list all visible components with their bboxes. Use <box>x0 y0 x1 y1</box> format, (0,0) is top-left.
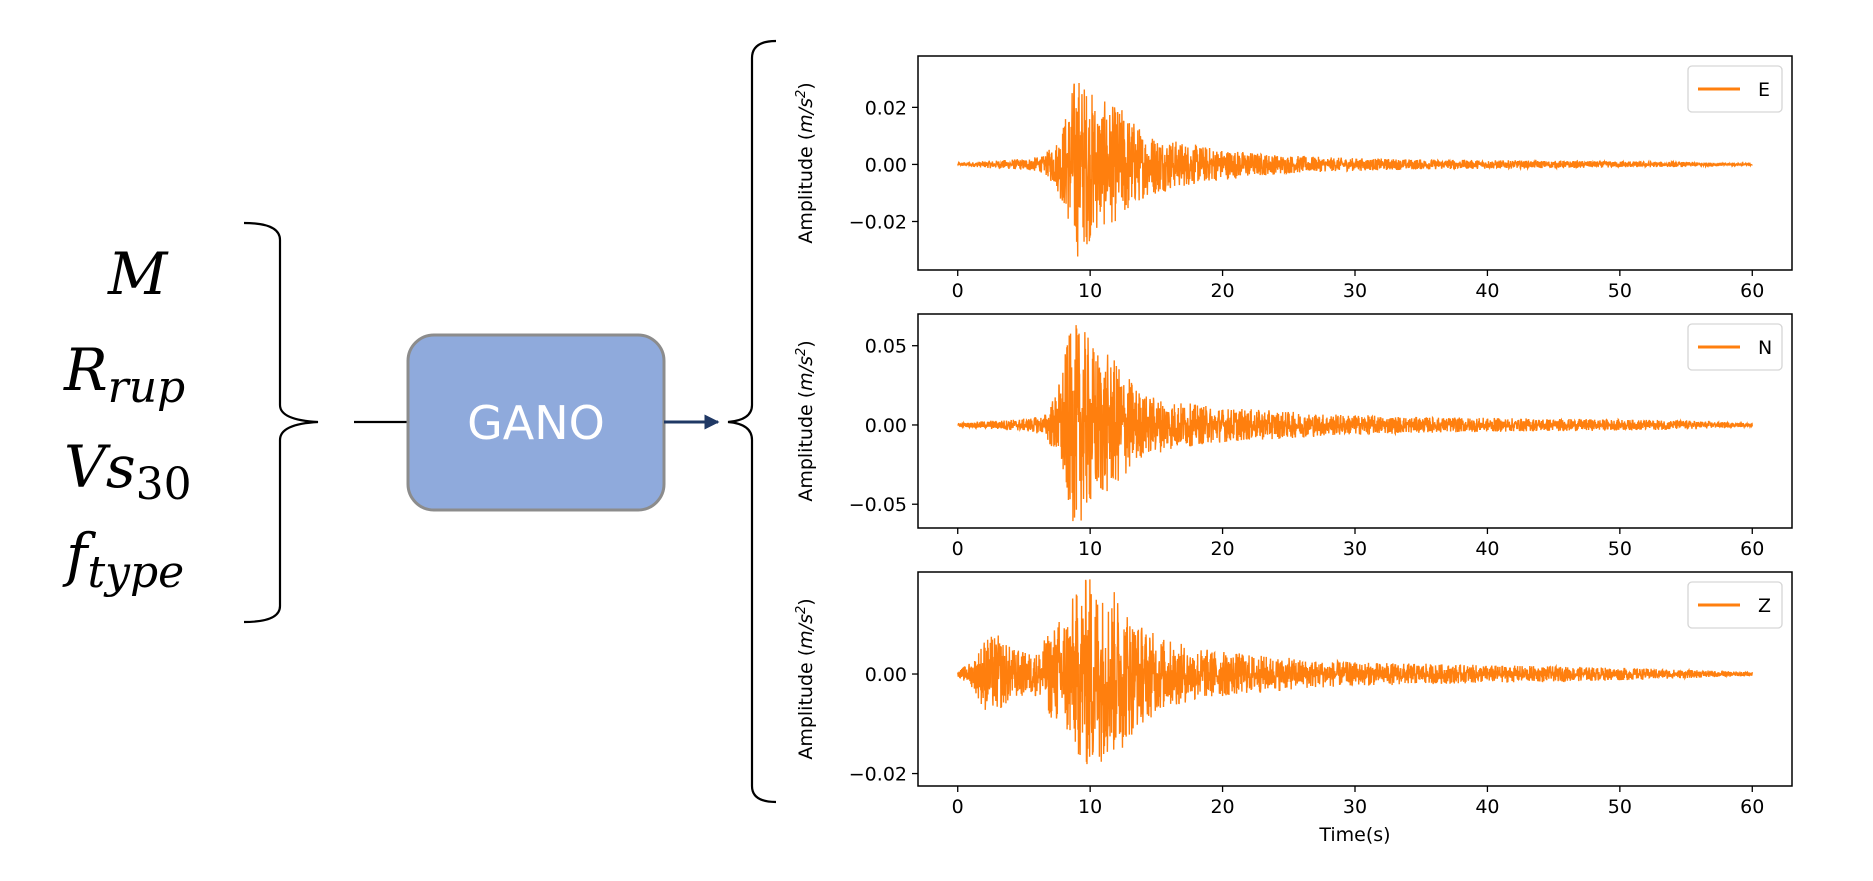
x-tick-label: 40 <box>1475 538 1499 560</box>
x-tick-label: 10 <box>1078 280 1102 302</box>
y-axis-label-unit: m/s <box>795 614 817 649</box>
x-tick-label: 50 <box>1608 538 1632 560</box>
legend-label: N <box>1758 337 1772 359</box>
input-fault-type-subscript: type <box>87 547 184 598</box>
waveform-chart-e: 0 10 20 30 40 50 60 −0.02 0.00 0.02 Amplitude (m/s… <box>794 55 1793 302</box>
y-axis-label: Amplitude (m/s2) <box>794 598 817 759</box>
y-axis-label-unit: m/s <box>795 356 817 391</box>
input-parameters: M Rrup Vs30 ftype <box>62 240 192 598</box>
output-brace <box>727 39 777 804</box>
x-tick-label: 30 <box>1343 538 1367 560</box>
legend: Z <box>1687 581 1783 629</box>
x-tick-label: 40 <box>1475 280 1499 302</box>
x-tick-label: 60 <box>1740 280 1764 302</box>
y-axis-label-exponent: 2 <box>794 606 809 614</box>
x-tick-label: 0 <box>952 796 964 818</box>
gano-model-block: GANO <box>406 333 666 512</box>
y-axis-label-close: ) <box>795 598 817 605</box>
y-axis-label-close: ) <box>795 82 817 89</box>
x-tick-label: 40 <box>1475 796 1499 818</box>
waveform-signal <box>957 82 1753 257</box>
input-rupture-distance-subscript: rup <box>108 362 186 413</box>
x-tick-label: 60 <box>1740 538 1764 560</box>
x-axis-label: Time(s) <box>1318 824 1390 846</box>
y-axis-label: Amplitude (m/s2) <box>794 82 817 243</box>
legend-label: E <box>1758 79 1770 101</box>
y-axis-label-unit: m/s <box>795 98 817 133</box>
y-axis-label-text: Amplitude ( <box>795 133 817 244</box>
x-tick-label: 50 <box>1608 280 1632 302</box>
x-tick-label: 20 <box>1210 280 1234 302</box>
input-fault-type: ftype <box>62 521 184 598</box>
y-axis-label: Amplitude (m/s2) <box>794 340 817 501</box>
y-axis-label-close: ) <box>795 340 817 347</box>
y-tick-label: 0.02 <box>865 97 907 119</box>
input-rupture-distance-symbol: R <box>63 336 108 404</box>
gano-model-label: GANO <box>467 396 605 450</box>
legend: E <box>1687 65 1783 113</box>
y-tick-label: −0.02 <box>849 764 907 786</box>
y-axis-label-text: Amplitude ( <box>795 649 817 760</box>
y-tick-label: −0.02 <box>849 211 907 233</box>
input-vs30: Vs30 <box>64 433 192 510</box>
input-brace <box>243 221 319 624</box>
x-tick-label: 60 <box>1740 796 1764 818</box>
y-tick-label: 0.00 <box>865 415 907 437</box>
input-vs30-symbol: Vs <box>64 433 136 501</box>
y-axis-label-exponent: 2 <box>794 90 809 98</box>
x-tick-label: 30 <box>1343 280 1367 302</box>
input-rupture-distance: Rrup <box>63 336 185 413</box>
x-tick-label: 10 <box>1078 796 1102 818</box>
input-magnitude-symbol: M <box>107 240 169 308</box>
input-vs30-subscript: 30 <box>136 459 192 510</box>
waveform-signal <box>957 579 1753 765</box>
legend: N <box>1687 323 1783 371</box>
legend-label: Z <box>1758 595 1771 617</box>
y-axis-label-text: Amplitude ( <box>795 391 817 502</box>
x-tick-label: 0 <box>952 280 964 302</box>
y-tick-label: 0.00 <box>865 154 907 176</box>
x-tick-label: 50 <box>1608 796 1632 818</box>
x-tick-label: 20 <box>1210 538 1234 560</box>
y-tick-label: −0.05 <box>849 494 907 516</box>
waveform-signal <box>957 325 1753 522</box>
y-tick-label: 0.05 <box>865 336 907 358</box>
waveform-chart-n: 0 10 20 30 40 50 60 −0.05 0.00 0.05 Amplitude (m/s… <box>794 313 1793 560</box>
x-tick-label: 10 <box>1078 538 1102 560</box>
waveform-chart-z: 0 10 20 30 40 50 60 −0.02 0.00 Amplitude (m/s2) Ti… <box>794 571 1793 846</box>
x-tick-label: 20 <box>1210 796 1234 818</box>
input-magnitude: M <box>107 240 169 308</box>
y-tick-label: 0.00 <box>865 664 907 686</box>
x-tick-label: 0 <box>952 538 964 560</box>
y-axis-label-exponent: 2 <box>794 348 809 356</box>
x-tick-label: 30 <box>1343 796 1367 818</box>
